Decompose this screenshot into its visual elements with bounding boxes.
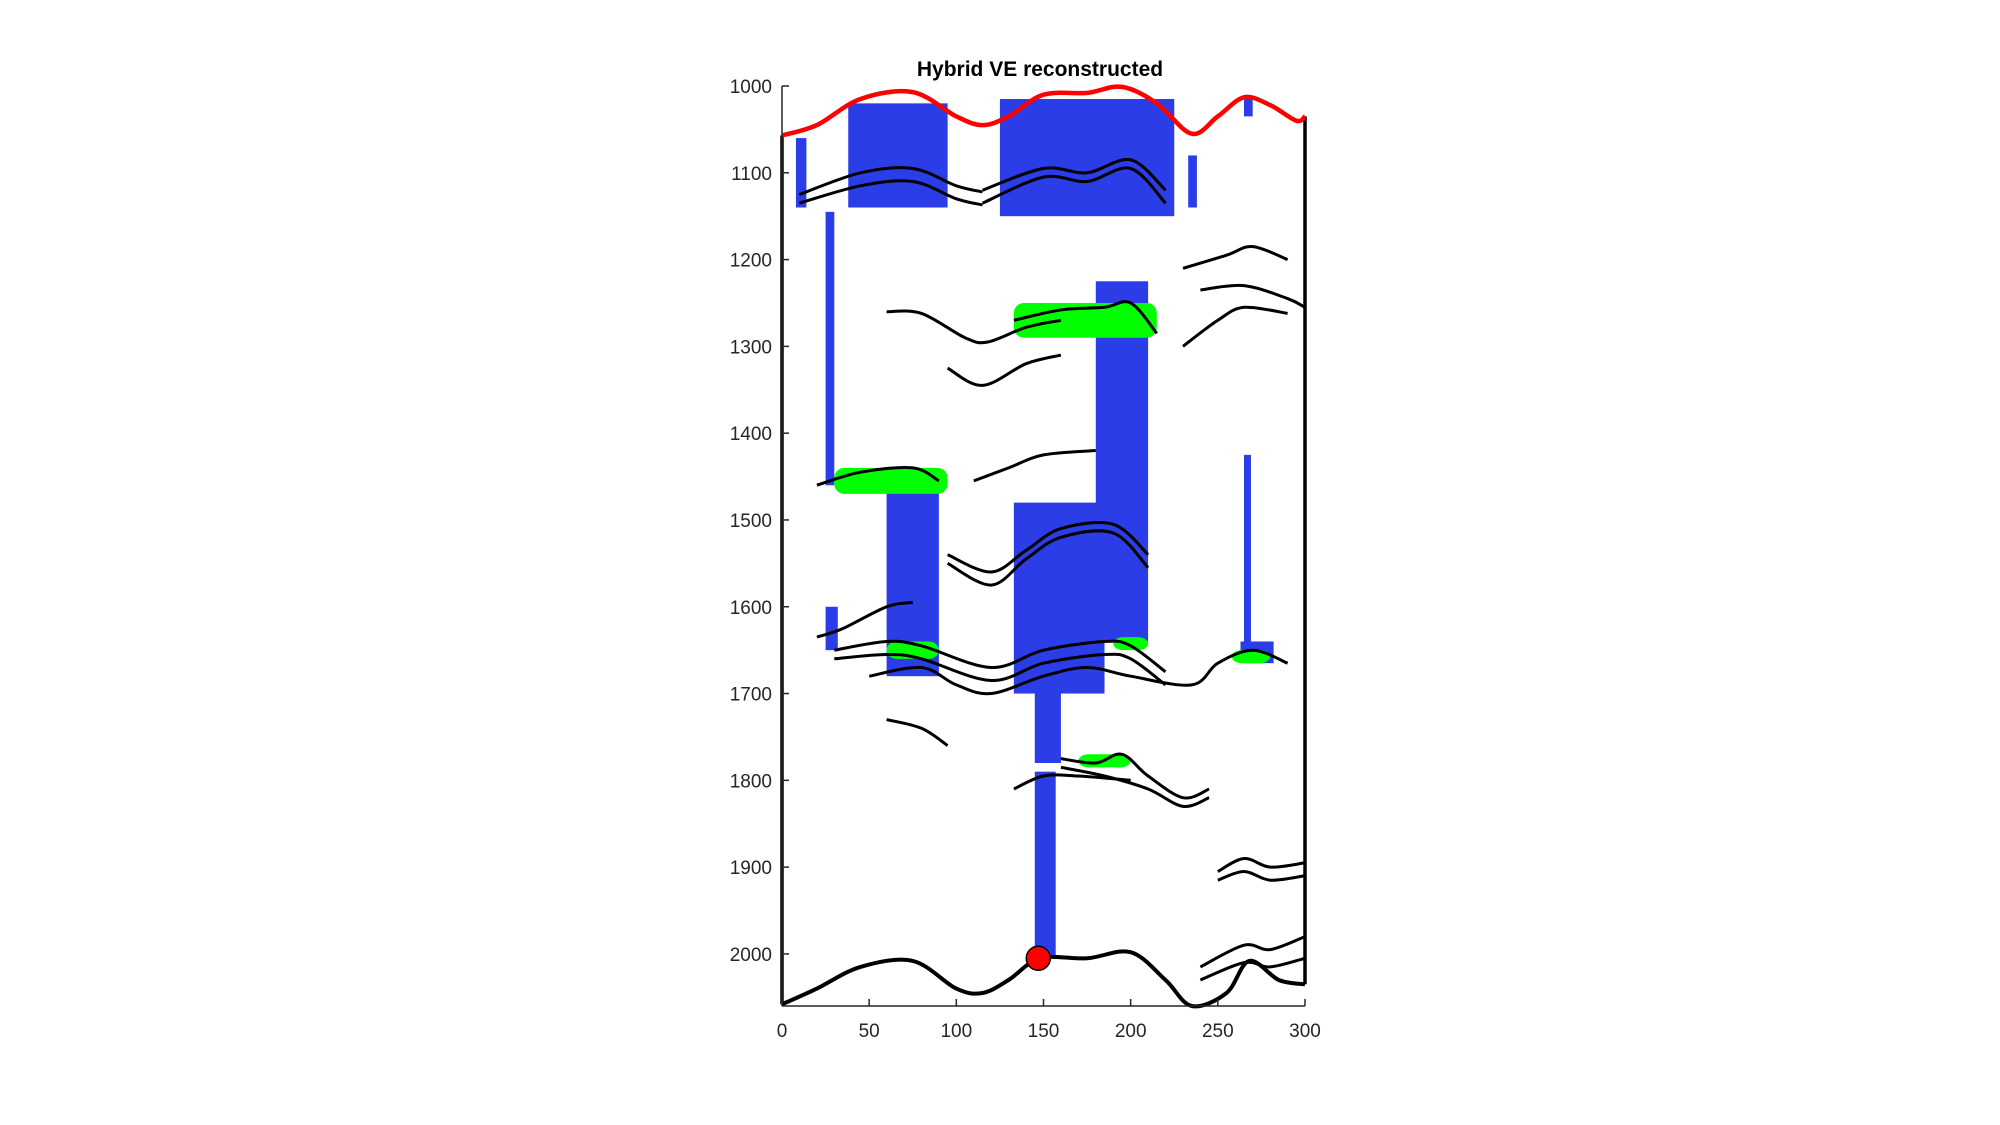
- y-tick-label: 1700: [730, 685, 772, 706]
- y-tick-label: 1000: [730, 77, 772, 98]
- plume-zone: [1113, 637, 1149, 651]
- layer-outline: [1013, 300, 1158, 335]
- plume-zone: [834, 467, 948, 494]
- co2-region: [848, 103, 948, 208]
- co2-region: [1034, 650, 1061, 763]
- co2-region: [999, 99, 1175, 217]
- co2-region: [1188, 155, 1197, 208]
- layer-outline: [981, 157, 1167, 192]
- co2-region: [1243, 454, 1251, 651]
- x-axis: 0 50 100 150 200 250 300: [777, 999, 1321, 1042]
- layer-outline: [1217, 856, 1306, 873]
- x-tick-label: 200: [1115, 1021, 1147, 1042]
- layer-outline: [1217, 869, 1306, 882]
- x-tick-label: 50: [859, 1021, 880, 1042]
- layer-outline: [886, 718, 949, 747]
- layer-outline: [1199, 935, 1306, 969]
- y-tick-label: 1100: [731, 164, 772, 185]
- co2-region: [1243, 97, 1253, 117]
- layer-outline: [981, 166, 1167, 205]
- layer-outline: [973, 449, 1096, 483]
- y-tick-label: 1800: [730, 771, 772, 792]
- injection-well-marker: [1025, 945, 1052, 972]
- co2-region: [795, 138, 807, 208]
- co2-region: [1034, 771, 1056, 959]
- y-axis: 1000 1100 1200 1300 1400 1500 1600 1700 1800 1900…: [730, 77, 789, 1006]
- layer-outline: [1182, 305, 1288, 348]
- x-tick-label: 150: [1028, 1021, 1060, 1042]
- layer-outline: [834, 652, 1167, 687]
- layer-outline: [946, 521, 1150, 574]
- layer-outline: [886, 309, 1062, 345]
- y-tick-label: 1500: [730, 511, 772, 532]
- layer-outline: [868, 648, 1289, 696]
- x-tick-label: 300: [1289, 1021, 1321, 1042]
- y-tick-label: 1600: [730, 598, 772, 619]
- layer-outline: [816, 466, 940, 487]
- layer-outline: [1013, 773, 1131, 791]
- co2-region: [825, 211, 835, 486]
- layer-outline: [834, 639, 1167, 674]
- layer-outline: [1200, 283, 1306, 309]
- top-surface: [781, 84, 1307, 138]
- bottom-surface: [781, 949, 1306, 1009]
- layer-outline: [946, 353, 1062, 387]
- y-tick-label: 2000: [730, 945, 772, 966]
- x-tick-label: 0: [777, 1021, 788, 1042]
- plot-area: [780, 84, 1307, 1009]
- chart-title: Hybrid VE reconstructed: [917, 58, 1163, 81]
- y-tick-label: 1900: [730, 858, 772, 879]
- layer-outline: [816, 600, 914, 639]
- layer-outline: [1060, 752, 1210, 800]
- layer-outline: [946, 529, 1150, 587]
- x-tick-label: 250: [1202, 1021, 1234, 1042]
- y-tick-label: 1200: [730, 251, 772, 272]
- co2-region: [825, 606, 838, 651]
- layer-outline: [798, 179, 983, 207]
- layer-outline: [1182, 245, 1289, 270]
- y-tick-label: 1400: [730, 424, 772, 445]
- y-tick-label: 1300: [730, 337, 772, 358]
- x-tick-label: 100: [940, 1021, 972, 1042]
- layer-outline: [798, 166, 983, 196]
- layer-outline: [1060, 765, 1210, 808]
